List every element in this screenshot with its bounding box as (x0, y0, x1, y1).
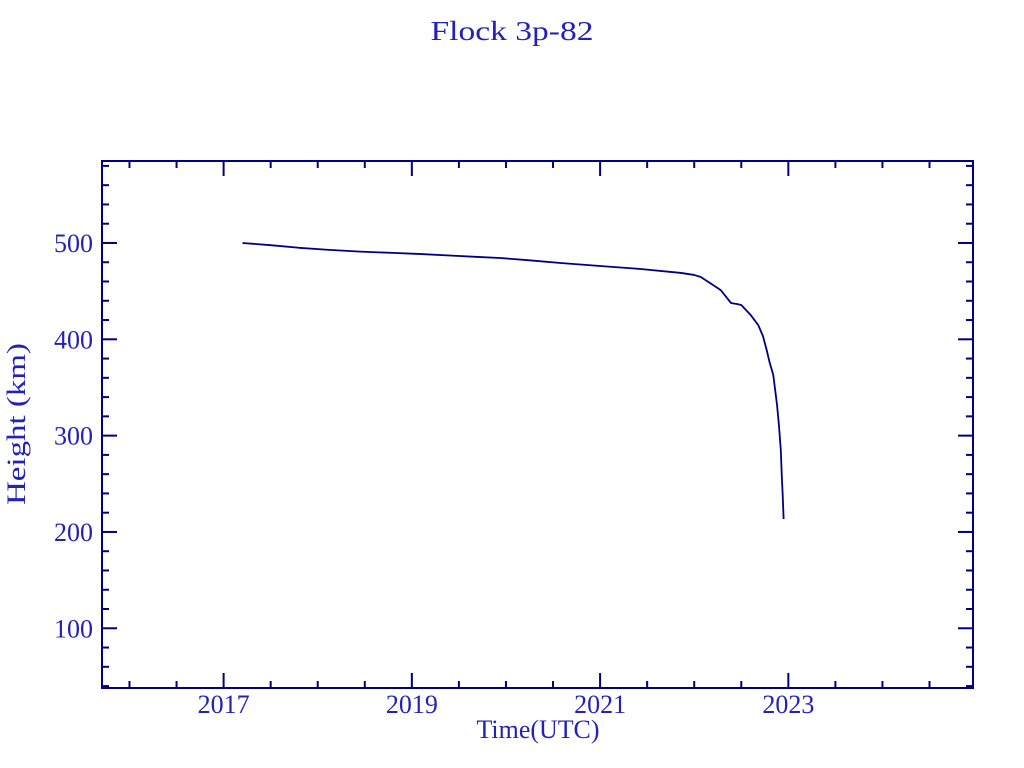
y-tick-label: 500 (54, 229, 93, 258)
y-tick-label: 200 (54, 518, 93, 547)
plot-frame (101, 160, 974, 689)
x-tick-label: 2023 (762, 690, 814, 719)
chart-title: Flock 3p-82 (431, 16, 594, 46)
y-tick-label: 100 (54, 614, 93, 643)
height-curve (242, 242, 785, 520)
x-tick-label: 2017 (198, 690, 250, 719)
y-tick-label: 300 (54, 422, 93, 451)
plot-area: 2017 2019 2021 2023 100 200 300 400 500 (54, 160, 974, 719)
y-axis-label: Height (km) (2, 343, 31, 505)
x-tick-label: 2019 (386, 690, 438, 719)
y-tick-label: 400 (54, 325, 93, 354)
x-tick-label: 2021 (574, 690, 626, 719)
x-axis-label: Time(UTC) (477, 715, 600, 744)
